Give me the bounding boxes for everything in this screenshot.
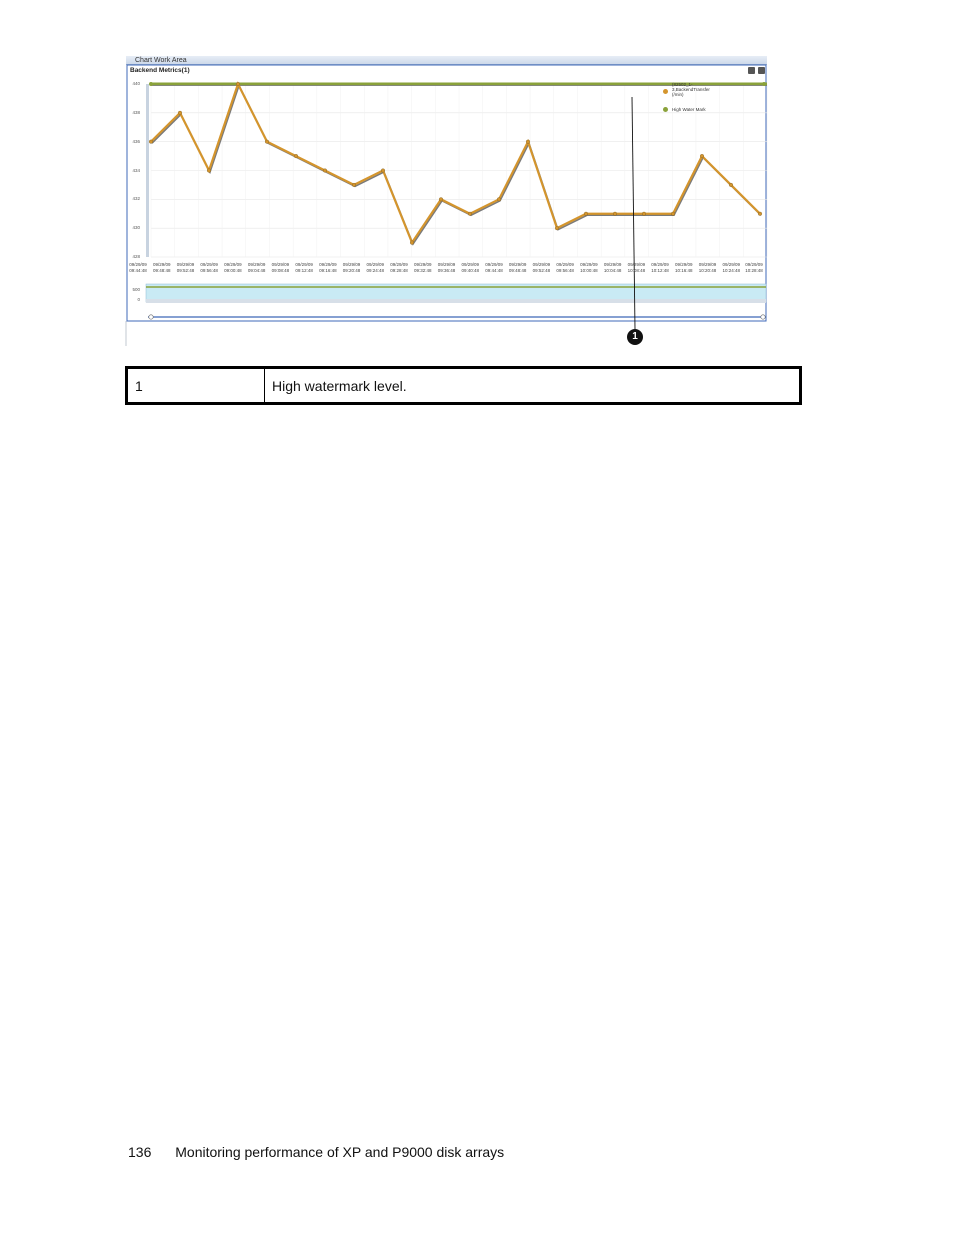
y-axis-bar [146,84,149,257]
x-tick-label: 09/29/09 09:28:48 [390,262,408,273]
legend-series-label: (82502_1- 3,BackendTransfer (/min) [672,82,710,97]
x-tick-label: 09/29/09 10:20:48 [698,262,717,273]
y-tick-label: 428 [132,254,140,259]
watermark-point [149,82,153,86]
series-point [526,139,531,144]
overview-bar-track [146,299,766,303]
x-tick-label: 09/29/09 09:36:48 [437,262,456,273]
legend-watermark-marker [663,107,668,112]
series-point [613,211,618,216]
series-point [322,168,327,173]
x-tick-label: 09/29/09 09:32:48 [414,262,432,273]
x-tick-label: 09/29/09 10:08:48 [627,262,646,273]
chart-figure: Chart Work Area Backend Metrics(1) 440 43… [125,56,768,346]
y-tick-label: 436 [132,138,140,144]
series-point [758,211,763,216]
x-tick-label: 09/29/09 10:04:48 [603,262,622,273]
legend-series-marker [663,89,668,94]
x-tick-label: 09/29/09 09:44:48 [485,262,503,273]
callout-description: High watermark level. [272,377,407,394]
callout-number: 1 [126,367,265,404]
series-point [497,197,502,202]
series-line-shadow [151,83,762,246]
overview-tick-max: 500 [132,287,140,292]
y-tick-label: 432 [132,196,140,202]
series-point [410,240,415,245]
series-point [555,226,560,231]
chart-title: Backend Metrics(1) [130,67,190,74]
callout-leader-line [631,96,636,330]
y-tick-label: 440 [132,81,140,86]
y-tick-label: 430 [132,225,140,231]
close-icon[interactable] [758,67,765,74]
x-tick-label: 09/29/09 09:52:48 [176,262,195,273]
x-tick-label: 09/29/09 10:16:48 [675,262,693,273]
x-tick-label: 09/29/09 09:20:48 [342,262,361,273]
series-point [729,182,734,187]
line-chart [125,64,768,346]
x-tick-label: 09/29/09 10:24:48 [722,262,741,273]
callout-legend-table: 1 High watermark level. [125,366,802,405]
range-slider-handle-left [148,314,154,320]
series-point [642,211,647,216]
page-number: 136 [128,1144,152,1160]
x-tick-label: 09/29/09 09:00:48 [224,262,242,273]
series-point [235,82,240,87]
legend-series-label-line2: 3,BackendTransfer [672,87,710,92]
table-row: 1 High watermark level. [126,367,801,404]
callout-badge: 1 [627,329,643,345]
x-tick-label: 09/29/09 09:04:48 [247,262,266,273]
legend-watermark-label: High Water Mark [672,107,706,112]
legend-series-label-line3: (/min) [672,92,684,97]
x-tick-label: 09/29/09 10:12:48 [651,262,669,273]
series-point [264,139,269,144]
x-tick-label: 09/29/09 09:48:48 [152,262,171,273]
series-point [351,182,356,187]
y-tick-label: 438 [132,109,140,115]
series-point [293,154,298,159]
legend-series-label-line1: (82502_1- [672,82,693,87]
x-tick-label: 09/29/09 10:00:48 [580,262,598,273]
chart-frame [126,64,767,322]
x-tick-label: 09/29/09 09:24:48 [366,262,385,273]
series-point [149,139,154,144]
series-point [178,110,183,115]
series-point [468,211,473,216]
series-point [700,154,705,159]
overview-tick-min: 0 [137,297,140,302]
page-footer: 136 Monitoring performance of XP and P90… [128,1144,504,1160]
window-title: Chart Work Area [135,57,187,64]
x-tick-label: 09/29/09 09:12:48 [295,262,313,273]
series-point [380,168,385,173]
series-point [439,197,444,202]
x-tick-label: 09/29/09 09:44:48 [129,262,147,273]
section-title: Monitoring performance of XP and P9000 d… [175,1144,505,1160]
x-tick-label: 09/29/09 09:56:48 [200,262,218,273]
x-tick-label: 09/29/09 09:08:48 [271,262,290,273]
watermark-point [762,82,766,86]
x-tick-label: 09/29/09 09:48:48 [508,262,527,273]
x-tick-label: 09/29/09 09:52:48 [532,262,551,273]
x-tick-label: 09/29/09 10:28:48 [745,262,763,273]
series-line [150,81,761,245]
x-tick-label: 09/29/09 09:56:48 [556,262,574,273]
minimize-icon[interactable] [748,67,755,74]
x-tick-label: 09/29/09 09:16:48 [319,262,337,273]
y-tick-label: 434 [132,167,140,173]
series-point [671,211,676,216]
range-slider-handle-right [760,314,766,320]
series-point [206,168,211,173]
x-tick-label: 09/29/09 09:40:48 [461,262,479,273]
series-point [584,211,589,216]
